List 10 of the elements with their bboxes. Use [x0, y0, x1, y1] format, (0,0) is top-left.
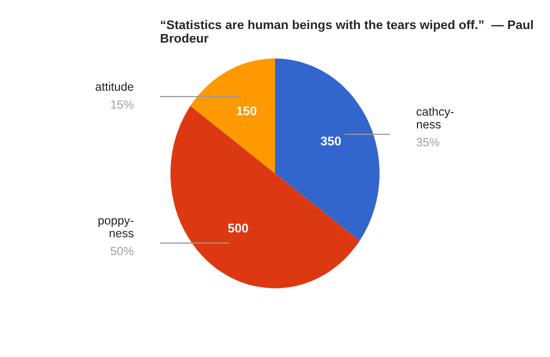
data-label: 15%	[111, 100, 134, 109]
slice-label: poppy-ness	[98, 218, 134, 238]
data-label: 50%	[110, 246, 134, 256]
slice-label: attitude	[96, 82, 134, 91]
text: 150	[236, 106, 256, 116]
text: 500	[228, 224, 248, 233]
data-label: 35%	[416, 138, 440, 146]
slice-label: cathcy-ness	[416, 107, 454, 128]
chart-title: “Statistics are human beings with the tears wiped off.” — Paul Brodeur	[160, 20, 533, 43]
text: 350	[320, 136, 341, 146]
